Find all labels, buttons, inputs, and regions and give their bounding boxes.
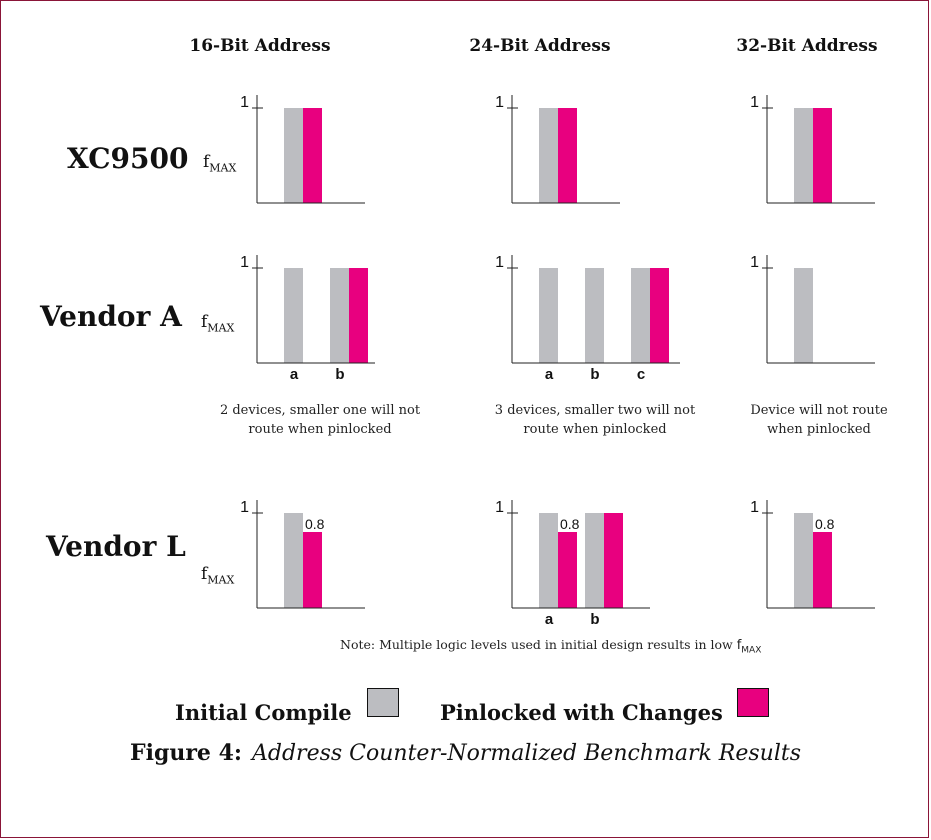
category-label: a	[545, 611, 554, 628]
chart-vendor-l-24bit: 0.8 a b 1	[495, 499, 650, 628]
bar-pinlocked	[604, 513, 623, 608]
chart-xc9500-32bit: 1	[750, 94, 875, 204]
caption-vendor-a-24bit: 3 devices, smaller two will not route wh…	[494, 403, 696, 437]
ylabel-fmax-row1: fMAX	[203, 152, 237, 175]
caption-vendor-a-32bit: Device will not route when pinlocked	[750, 403, 888, 437]
bar-initial	[794, 108, 813, 203]
chart-vendor-a-32bit: 1	[750, 254, 875, 364]
data-label: 0.8	[560, 516, 580, 532]
chart-xc9500-16bit: 1	[240, 94, 365, 204]
legend-swatch-pinlocked	[737, 688, 769, 717]
chart-vendor-l-16bit: 0.81	[240, 499, 365, 609]
bar-initial	[794, 513, 813, 608]
legend-label-pinlocked: Pinlocked with Changes	[440, 700, 723, 725]
category-label: a	[290, 366, 299, 383]
bar-initial	[539, 513, 558, 608]
bar-pinlocked	[349, 268, 368, 363]
y-tick-label: 1	[495, 94, 504, 111]
bar-initial	[284, 268, 303, 363]
bar-pinlocked	[558, 532, 577, 608]
category-label: c	[637, 366, 645, 383]
note: Note: Multiple logic levels used in init…	[340, 637, 762, 656]
ylabel-fmax-row2: fMAX	[201, 312, 235, 335]
bar-initial	[539, 268, 558, 363]
bar-pinlocked	[813, 108, 832, 203]
bar-initial	[585, 268, 604, 363]
chart-vendor-l-32bit: 0.81	[750, 499, 875, 609]
bar-initial	[330, 268, 349, 363]
legend-label-initial: Initial Compile	[175, 700, 352, 725]
bar-initial	[539, 108, 558, 203]
row-header-xc9500: XC9500	[67, 142, 189, 175]
category-label: b	[590, 366, 599, 383]
y-tick-label: 1	[750, 254, 759, 271]
chart-vendor-a-16bit: a b 1	[240, 254, 375, 383]
y-tick-label: 1	[750, 94, 759, 111]
column-header-32-bit: 32-Bit Address	[736, 36, 878, 56]
bar-pinlocked	[650, 268, 669, 363]
y-tick-label: 1	[240, 94, 249, 111]
data-label: 0.8	[815, 516, 835, 532]
bar-initial	[585, 513, 604, 608]
data-label: 0.8	[305, 516, 325, 532]
category-label: a	[545, 366, 554, 383]
bar-pinlocked	[813, 532, 832, 608]
chart-vendor-a-24bit: a b c 1	[495, 254, 680, 383]
y-tick-label: 1	[240, 254, 249, 271]
chart-xc9500-24bit: 1	[495, 94, 620, 204]
category-label: b	[335, 366, 344, 383]
bar-initial	[284, 108, 303, 203]
figure-title: Figure 4: Address Counter-Normalized Benc…	[129, 740, 802, 766]
y-tick-label: 1	[495, 254, 504, 271]
row-header-vendor-a: Vendor A	[40, 300, 182, 333]
ylabel-fmax-row3: fMAX	[201, 564, 235, 587]
bar-initial	[284, 513, 303, 608]
legend-swatch-initial	[367, 688, 399, 717]
y-tick-label: 1	[495, 499, 504, 516]
bar-initial	[794, 268, 813, 363]
column-header-24-bit: 24-Bit Address	[469, 36, 611, 56]
bar-pinlocked	[303, 108, 322, 203]
row-header-vendor-l: Vendor L	[46, 530, 186, 563]
bar-pinlocked	[558, 108, 577, 203]
bar-pinlocked	[303, 532, 322, 608]
caption-vendor-a-16bit: 2 devices, smaller one will not route wh…	[219, 403, 421, 437]
column-header-16-bit: 16-Bit Address	[189, 36, 331, 56]
y-tick-label: 1	[240, 499, 249, 516]
y-tick-label: 1	[750, 499, 759, 516]
category-label: b	[590, 611, 599, 628]
bar-initial	[631, 268, 650, 363]
